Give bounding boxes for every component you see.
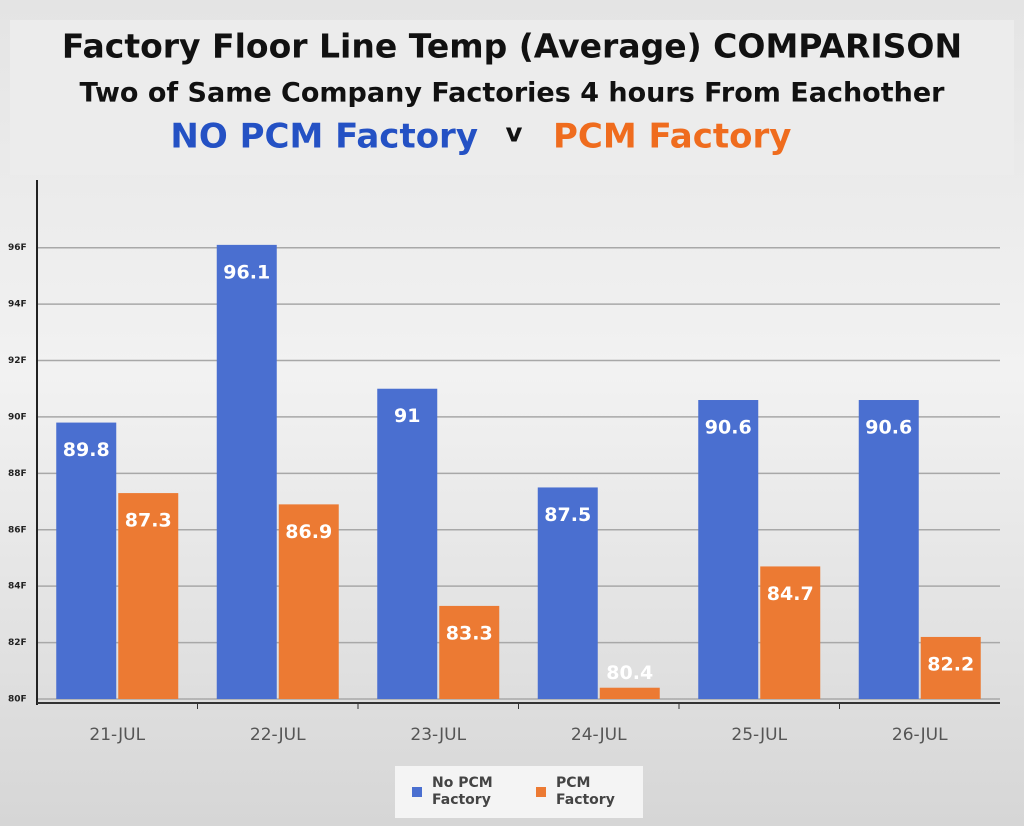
bar [537,487,598,699]
heading-right: PCM Factory [553,117,791,157]
legend-item: No PCM Factory [412,775,502,809]
heading-separator: v [506,119,523,149]
bar [56,422,117,699]
data-label: 87.5 [544,504,591,526]
x-tick-label: 21-JUL [89,725,145,745]
data-label: 80.4 [606,662,653,684]
bar [118,493,179,699]
data-label: 87.3 [125,510,172,532]
legend: No PCM Factory PCM Factory [395,766,643,818]
bar [599,687,660,699]
legend-swatch [412,787,422,797]
data-label: 91 [394,405,420,427]
legend-swatch [536,787,546,797]
y-tick-label: 80F [8,695,27,705]
title-area [10,20,1014,175]
x-tick-label: 23-JUL [410,725,466,745]
chart-title: Factory Floor Line Temp (Average) COMPAR… [62,27,962,66]
y-tick-label: 92F [8,356,27,366]
bar [760,566,821,699]
y-tick-label: 84F [8,582,27,592]
legend-label: No PCM Factory [432,775,493,808]
bar [216,244,277,699]
y-tick-label: 90F [8,412,27,422]
y-tick-label: 96F [8,243,27,253]
data-label: 96.1 [223,261,270,283]
x-tick-label: 26-JUL [892,725,948,745]
bar [920,636,981,699]
chart-subtitle: Two of Same Company Factories 4 hours Fr… [80,78,946,109]
x-tick-label: 24-JUL [571,725,627,745]
data-label: 90.6 [705,417,752,439]
x-tick-label: 25-JUL [731,725,787,745]
data-label: 82.2 [927,653,974,675]
data-label: 83.3 [446,622,493,644]
bar [858,400,919,699]
y-tick-label: 82F [8,638,27,648]
y-tick-label: 86F [8,525,27,535]
legend-item: PCM Factory [536,775,626,809]
bar [377,388,438,699]
heading-left: NO PCM Factory [170,117,478,157]
bar [278,504,339,699]
x-tick-label: 22-JUL [250,725,306,745]
legend-label: PCM Factory [556,775,615,808]
data-label: 89.8 [63,439,110,461]
data-label: 90.6 [865,417,912,439]
y-tick-label: 88F [8,469,27,479]
data-label: 84.7 [767,583,814,605]
data-label: 86.9 [285,521,332,543]
y-tick-label: 94F [8,300,27,310]
bar [439,605,500,699]
bar [698,400,759,699]
